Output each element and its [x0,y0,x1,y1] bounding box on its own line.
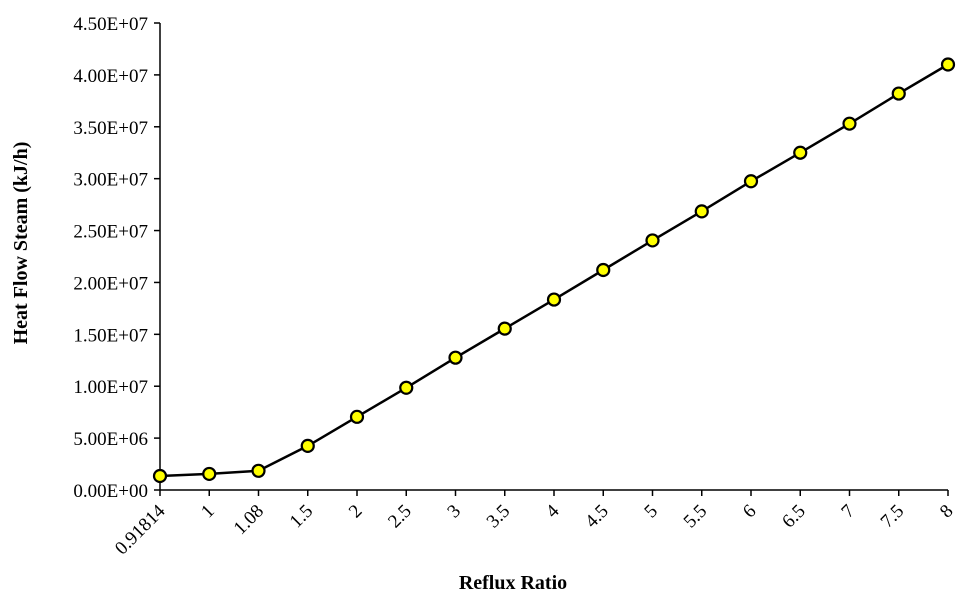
data-point [152,468,168,484]
x-tick-label: 5.5 [680,501,712,533]
x-axis: 0.91814 1 1.08 1.5 2 2.5 3 3.5 4 4.5 5 5.5 6 6.5 7 7.5 8 [111,489,958,559]
x-tick-label: 5 [640,501,662,523]
y-tick-label: 3.00E+07 [73,170,148,191]
data-point [793,145,808,160]
data-point [251,463,266,478]
x-tick-label: 7 [837,501,859,523]
data-point [399,380,414,395]
x-tick-label: 8 [936,501,958,523]
x-tick-label: 4.5 [581,501,613,533]
y-tick-label: 4.50E+07 [73,14,148,35]
data-point [842,116,857,131]
y-axis: 0.00E+00 5.00E+06 1.00E+07 1.50E+07 2.00E+07… [73,14,161,502]
y-tick-label: 2.00E+07 [73,273,148,294]
data-point [448,350,463,365]
x-tick-label: 6 [739,501,761,523]
data-point [645,233,660,248]
x-tick-label: 1.08 [230,501,268,539]
data-point [497,321,512,336]
y-tick-label: 5.00E+06 [73,429,148,450]
x-tick-label: 2.5 [384,501,416,533]
series-line-group [159,63,949,478]
data-point [202,466,217,482]
data-point [349,409,365,424]
data-point [546,292,562,307]
x-tick-label: 6.5 [778,501,810,533]
x-tick-label: 1.5 [286,501,318,533]
data-point [694,204,709,219]
y-tick-label: 2.50E+07 [73,222,148,243]
y-tick-label: 1.50E+07 [73,325,148,346]
x-tick-label: 7.5 [877,501,909,533]
x-tick-label: 4 [542,500,564,522]
x-tick-label: 3.5 [483,501,515,533]
y-tick-label: 3.50E+07 [73,118,148,139]
data-point [743,174,759,189]
series-markers [152,57,956,484]
y-axis-title: Heat Flow Steam (kJ/h) [10,142,32,345]
y-tick-label: 0.00E+00 [73,481,148,502]
x-tick-label: 3 [443,501,465,523]
x-tick-label: 0.91814 [111,500,170,559]
data-point [596,262,611,278]
y-tick-label: 1.00E+07 [73,377,148,398]
x-axis-title: Reflux Ratio [459,572,567,594]
x-tick-label: 2 [345,501,367,523]
series-line [159,63,949,478]
x-tick-label: 1 [197,501,219,523]
data-point [940,57,956,72]
data-point [300,438,315,453]
y-tick-label: 4.00E+07 [73,66,148,87]
data-point [891,86,906,101]
